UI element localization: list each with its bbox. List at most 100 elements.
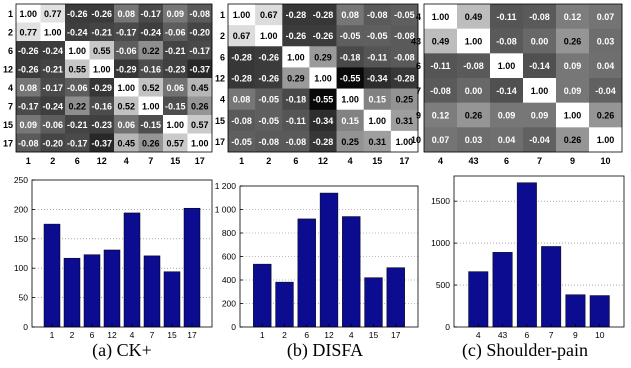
bar [63,257,81,328]
heatmap-col-label: 4 [348,156,353,166]
heatmap-cell [65,115,90,134]
heatmap-cell-value: 0.04 [597,61,615,71]
heatmap-cell-value: 0.57 [191,120,209,130]
heatmap-cell [390,4,419,26]
plot-frame [239,185,419,328]
heatmap-row-label: 10 [411,135,421,145]
heatmap-cell [114,78,139,97]
heatmap-cell-value: -0.05 [258,116,279,126]
heatmap-cell-value: 0.06 [117,120,135,130]
y-tick-label: 0 [445,322,450,332]
heatmap-col-label: 43 [468,156,478,166]
heatmap-col-label: 12 [318,156,328,166]
heatmap-cell [187,59,213,79]
heatmap-cell-value: 0.08 [117,9,135,19]
heatmap-cell-value: -0.26 [313,31,334,41]
heatmap-row-label: 12 [3,64,13,74]
heatmap-cell [114,22,139,42]
heatmap-cell [16,78,41,97]
heatmap-cell [16,59,41,79]
heatmap-cell-value: 0.77 [19,27,37,37]
heatmap-cell-value: 0.03 [465,135,483,145]
heatmap-frame [15,3,213,153]
heatmap-cell [556,78,590,103]
heatmap-cell [490,78,524,103]
heatmap-cell-value: 0.29 [314,52,332,62]
heatmap-cell-value: -0.23 [165,64,186,74]
caption-a: (a) CK+ [92,340,152,360]
heatmap-cell [16,133,41,153]
x-tick-label: 2 [70,330,75,340]
bar [386,267,405,328]
heatmap-cell-value: -0.11 [430,61,450,71]
x-tick-label: 43 [498,330,508,340]
heatmap-cell-value: -0.15 [165,101,186,111]
heatmap-cell-value: -0.18 [340,52,361,62]
heatmap-cell-value: -0.26 [286,31,307,41]
heatmap-cell-value: 1.00 [564,111,582,121]
heatmap-cell [457,53,491,79]
bar [492,252,513,328]
caption-c: (c) Shoulder-pain [461,340,589,360]
x-tick-label: 12 [324,330,334,340]
heatmap-col-label: 6 [293,156,298,166]
heatmap-cell [163,41,188,60]
heatmap-row-label: 12 [215,74,225,84]
bar [516,182,537,328]
heatmap-cell [138,22,164,42]
heatmap-cell-value: -0.08 [394,52,415,62]
heatmap-cell [589,53,623,79]
heatmap-cell [138,78,164,97]
heatmap-cell-value: 1.00 [465,37,483,47]
heatmap-cell-value: 0.45 [117,138,135,148]
x-tick-label: 6 [90,330,95,340]
heatmap-cell-value: -0.06 [116,46,137,56]
x-tick-label: 4 [130,330,135,340]
heatmap-cell-value: 1.00 [369,116,387,126]
heatmap-cell-value: 1.00 [93,64,111,74]
heatmap-cell [523,127,557,153]
heatmap-cell [40,22,66,42]
heatmap-cell [163,115,188,134]
heatmap-cell-value: -0.04 [595,86,616,96]
x-tick-label: 9 [573,330,578,340]
heatmap-cell-value: 0.15 [369,95,387,105]
heatmap-cell [89,133,115,153]
heatmap-cell-value: -0.16 [140,64,161,74]
heatmap-cell-value: 0.49 [432,37,450,47]
heatmap-cell [89,22,115,42]
heatmap-cell-value: 0.04 [498,135,516,145]
heatmap-cell-value: 0.26 [142,138,160,148]
heatmap-cell [523,4,557,29]
heatmap-cell [556,102,590,128]
plot-frame [453,175,625,328]
heatmap-cell [187,41,213,60]
heatmap-cell [163,59,188,79]
heatmap-col-label: 7 [537,156,542,166]
heatmap-cell-value: -0.34 [313,116,334,126]
heatmap-cell [457,78,491,103]
heatmap-cell-value: 0.07 [432,135,450,145]
heatmap-cell [490,28,524,54]
heatmap-cell-value: -0.37 [91,138,112,148]
heatmap-cell-value: 0.22 [142,46,160,56]
heatmap-row-label: 4 [8,83,13,93]
x-tick-label: 1 [50,330,55,340]
heatmap-cell [490,53,524,79]
heatmap-cell-value: -0.21 [42,64,63,74]
heatmap-cell [255,67,283,89]
heatmap-cell [589,127,623,153]
heatmap-cell-value: -0.20 [189,27,210,37]
y-tick-label: 1 000 [215,205,237,215]
heatmap-row-label: 9 [416,111,421,121]
heatmap-cell [490,102,524,128]
heatmap-row-label: 1 [220,10,225,20]
x-tick-label: 10 [595,330,605,340]
heatmap-cell [309,46,337,68]
heatmap-cell [138,4,164,23]
bar [163,271,181,328]
heatmap-cell [89,115,115,134]
heatmap-cell [336,88,365,111]
